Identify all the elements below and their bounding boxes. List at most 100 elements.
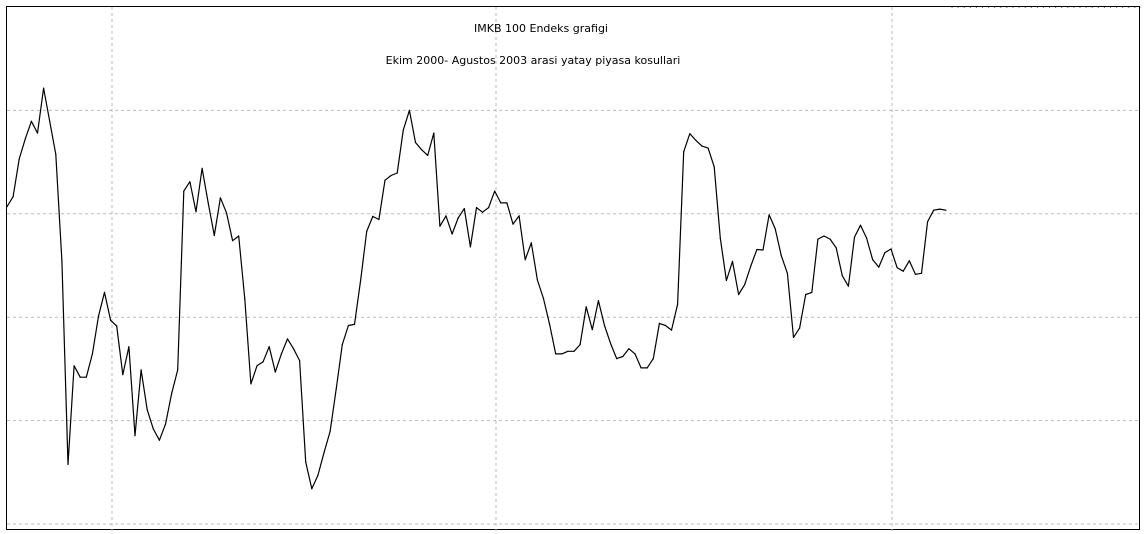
data-point — [128, 346, 130, 348]
data-point — [500, 202, 502, 204]
data-point — [1006, 7, 1008, 8]
data-point — [225, 212, 228, 214]
chart-title: IMKB 100 Endeks grafigi — [474, 22, 608, 35]
data-point — [859, 224, 862, 226]
data-point — [1048, 7, 1051, 8]
data-point — [573, 350, 575, 352]
data-point — [1128, 7, 1130, 8]
data-point — [841, 275, 843, 277]
data-point — [561, 353, 563, 355]
data-point — [494, 190, 496, 192]
data-point — [640, 367, 642, 369]
index-line-chart: IMKB 100 Endeks grafigi Ekim 2000- Agust… — [7, 7, 1141, 531]
data-point — [707, 147, 709, 149]
data-point — [1097, 7, 1099, 8]
data-point — [677, 303, 679, 305]
data-point — [103, 291, 106, 293]
data-point — [335, 388, 337, 390]
data-point — [603, 324, 606, 327]
data-point — [390, 174, 392, 177]
data-point — [402, 129, 404, 131]
data-point — [701, 145, 703, 147]
data-point — [927, 221, 929, 223]
data-point — [890, 248, 892, 250]
data-point — [280, 353, 282, 355]
data-point — [683, 151, 685, 153]
data-point — [597, 300, 600, 302]
data-point — [1109, 7, 1112, 8]
data-point — [201, 167, 203, 169]
data-point — [152, 428, 154, 430]
data-point — [433, 132, 435, 134]
data-point — [457, 217, 459, 219]
data-point — [481, 211, 484, 213]
data-point — [695, 139, 697, 141]
data-point — [670, 329, 673, 331]
data-point — [116, 325, 118, 327]
data-point — [36, 132, 39, 134]
data-point — [731, 260, 734, 262]
data-point — [951, 7, 953, 8]
data-point — [488, 207, 490, 209]
data-point — [994, 7, 996, 8]
data-point — [140, 369, 142, 371]
data-point — [146, 409, 148, 411]
data-point — [774, 228, 776, 230]
data-point — [1079, 7, 1081, 8]
data-point — [750, 265, 752, 267]
data-point — [421, 149, 423, 151]
data-point — [372, 215, 374, 217]
data-point — [725, 279, 728, 282]
data-point — [1085, 7, 1087, 8]
data-point — [872, 259, 874, 261]
data-point — [591, 329, 593, 331]
data-point — [1036, 7, 1038, 8]
data-point — [786, 272, 789, 274]
data-point — [1103, 7, 1105, 8]
data-point — [451, 233, 453, 235]
data-point — [183, 190, 185, 192]
data-point — [158, 439, 160, 441]
data-point — [177, 369, 179, 371]
data-point — [1134, 7, 1136, 8]
data-point — [780, 255, 782, 257]
data-point — [549, 323, 551, 325]
data-point — [963, 7, 965, 8]
data-point — [329, 430, 331, 433]
data-point — [195, 211, 197, 213]
data-point — [311, 488, 313, 490]
data-point — [1122, 7, 1124, 8]
data-point — [768, 214, 770, 216]
data-point — [244, 298, 246, 300]
data-point — [360, 279, 362, 282]
data-point — [628, 348, 630, 350]
data-point — [805, 293, 807, 296]
data-point — [1012, 7, 1014, 8]
data-point — [408, 109, 410, 111]
data-point — [469, 246, 471, 248]
data-point — [738, 293, 740, 296]
grid-layer — [7, 7, 1141, 531]
data-point — [67, 463, 69, 466]
data-point — [853, 236, 856, 238]
data-point — [171, 393, 173, 395]
data-point — [207, 202, 209, 204]
data-point — [1000, 7, 1002, 8]
data-point — [475, 207, 478, 209]
data-point — [189, 181, 191, 183]
data-point — [829, 238, 831, 240]
data-point — [823, 235, 825, 237]
data-point — [85, 376, 87, 378]
data-point — [536, 279, 539, 281]
data-point — [744, 284, 746, 286]
data-point — [616, 358, 618, 360]
data-point — [1140, 7, 1141, 8]
data-point — [134, 435, 136, 437]
chart-subtitle: Ekim 2000- Agustos 2003 arasi yatay piya… — [386, 54, 681, 67]
data-point — [73, 365, 75, 367]
data-point — [79, 376, 81, 378]
data-point — [286, 338, 289, 340]
data-point — [299, 360, 301, 362]
data-point — [49, 120, 51, 122]
data-point — [61, 260, 63, 262]
